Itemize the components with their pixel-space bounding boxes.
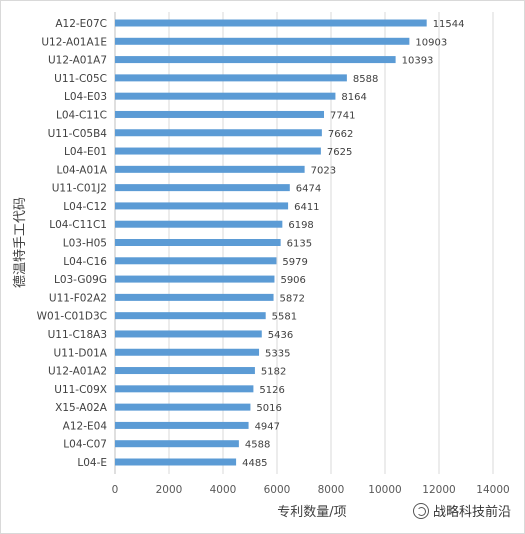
x-tick-label: 14000 [476, 484, 509, 496]
value-label: 11544 [433, 19, 465, 30]
category-label: L03-H05 [63, 238, 107, 250]
bar [115, 147, 321, 155]
bar [115, 239, 281, 246]
bar [115, 92, 336, 100]
value-label: 5126 [259, 385, 284, 396]
value-label: 7625 [327, 147, 352, 158]
bar [115, 403, 251, 411]
bar [115, 348, 260, 356]
category-label: U12-A01A7 [48, 55, 107, 67]
category-label: U11-F02A2 [49, 292, 107, 304]
category-label: A12-E07C [55, 18, 107, 30]
value-label: 7741 [330, 110, 355, 121]
y-axis-title: 德温特手工代码 [13, 197, 28, 288]
bar [115, 56, 396, 64]
bar [115, 330, 262, 338]
bar [115, 385, 254, 393]
category-label: L04-C11C1 [49, 219, 107, 231]
category-label: L04-A01A [57, 164, 108, 176]
x-tick-label: 2000 [156, 484, 183, 496]
category-label: W01-C01D3C [37, 311, 107, 323]
value-label: 7023 [311, 165, 336, 176]
category-label: L04-E01 [64, 146, 107, 158]
category-label: U11-C01J2 [52, 183, 107, 195]
watermark: 战略科技前沿 [412, 501, 511, 520]
value-label: 5016 [256, 403, 281, 414]
x-tick-label: 10000 [368, 484, 401, 496]
category-label: U12-A01A2 [48, 366, 107, 378]
bar [115, 19, 427, 27]
bar [115, 257, 277, 265]
bar [115, 129, 322, 137]
category-label: L04-C16 [63, 256, 107, 268]
category-label: U11-C05B4 [48, 128, 108, 140]
value-label: 10903 [415, 37, 447, 48]
x-tick-label: 4000 [210, 484, 237, 496]
x-tick-label: 8000 [318, 484, 345, 496]
value-label: 6135 [287, 239, 312, 250]
value-label: 8164 [341, 92, 366, 103]
category-label: L04-C11C [56, 109, 107, 121]
watermark-text: 战略科技前沿 [432, 505, 511, 520]
value-label: 5182 [261, 367, 286, 378]
category-label: U11-D01A [54, 347, 108, 359]
category-label: L04-C07 [63, 439, 107, 451]
value-label: 5979 [282, 257, 307, 268]
x-axis-title: 专利数量/项 [277, 505, 346, 520]
category-label: L04-C12 [63, 201, 107, 213]
bar [115, 440, 239, 448]
value-label: 4588 [245, 440, 270, 451]
category-label: L04-E03 [64, 91, 107, 103]
bar [115, 367, 255, 375]
category-label: U11-C18A3 [48, 329, 107, 341]
bar [115, 220, 283, 228]
value-label: 5581 [272, 312, 297, 323]
bar [115, 37, 410, 45]
value-label: 6411 [294, 202, 319, 213]
value-label: 6198 [288, 220, 313, 231]
bar [115, 458, 237, 466]
value-label: 10393 [402, 56, 434, 67]
value-label: 7662 [328, 129, 353, 140]
bar [115, 165, 305, 173]
bar [115, 184, 290, 192]
value-label: 5335 [265, 348, 290, 359]
category-label: U12-A01A1E [41, 36, 107, 48]
x-tick-label: 12000 [422, 484, 455, 496]
value-label: 4485 [242, 458, 267, 469]
x-tick-label: 0 [112, 484, 119, 496]
category-label: U11-C05C [54, 73, 107, 85]
category-label: A12-E04 [63, 420, 108, 432]
wechat-icon [412, 502, 429, 519]
category-label: X15-A02A [55, 402, 108, 414]
bar [115, 110, 325, 118]
value-label: 4947 [255, 421, 280, 432]
category-label: L04-E [77, 457, 107, 469]
category-label: U11-C09X [54, 384, 107, 396]
bar [115, 293, 274, 301]
value-label: 8588 [353, 74, 378, 85]
bar [115, 202, 289, 210]
bar [115, 312, 266, 320]
bar [115, 421, 249, 429]
x-tick-label: 6000 [264, 484, 291, 496]
bar [115, 74, 347, 82]
value-label: 5906 [280, 275, 305, 286]
bar [115, 275, 275, 283]
value-label: 5872 [280, 293, 305, 304]
category-label: L03-G09G [54, 274, 107, 286]
value-label: 5436 [268, 330, 293, 341]
value-label: 6474 [296, 184, 321, 195]
